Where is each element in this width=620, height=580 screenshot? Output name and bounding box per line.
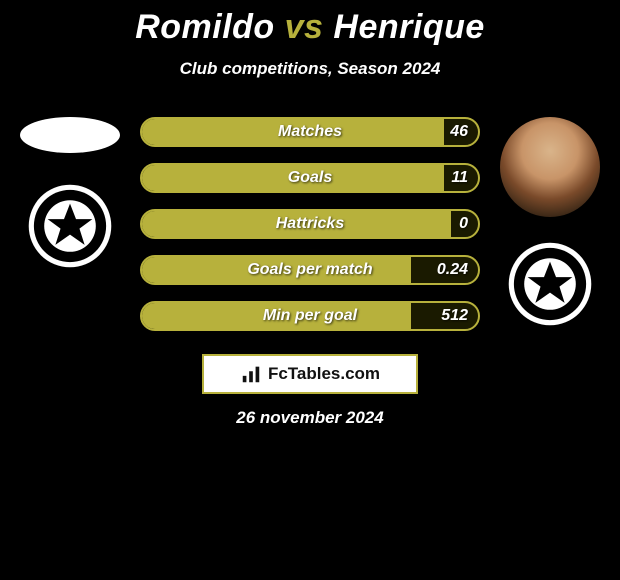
- stat-label: Hattricks: [142, 211, 478, 237]
- page-root: Romildo vs Henrique Club competitions, S…: [0, 0, 620, 580]
- stat-value: 11: [451, 165, 468, 191]
- left-column: [10, 117, 130, 269]
- stat-label: Goals: [142, 165, 478, 191]
- player2-club-badge: [507, 241, 593, 327]
- right-column: [490, 117, 610, 327]
- stat-label: Goals per match: [142, 257, 478, 283]
- player1-name: Romildo: [135, 8, 274, 46]
- date-label: 26 november 2024: [0, 408, 620, 428]
- player1-club-badge: [27, 183, 113, 269]
- club-badge-icon: [27, 183, 113, 269]
- club-badge-icon: [507, 241, 593, 327]
- stat-value: 46: [450, 119, 468, 145]
- page-title: Romildo vs Henrique: [0, 0, 620, 47]
- stat-value: 0: [459, 211, 468, 237]
- stat-label: Matches: [142, 119, 478, 145]
- branding-label: FcTables.com: [268, 364, 380, 384]
- stat-label: Min per goal: [142, 303, 478, 329]
- stat-row: Goals per match0.24: [140, 255, 480, 285]
- player2-name: Henrique: [333, 8, 484, 46]
- player1-avatar: [20, 117, 120, 153]
- bar-chart-icon: [240, 363, 262, 385]
- stat-value: 512: [441, 303, 468, 329]
- branding-box[interactable]: FcTables.com: [202, 354, 418, 394]
- stat-value: 0.24: [437, 257, 468, 283]
- stats-list: Matches46 Goals11 Hattricks0 Goals per matc…: [140, 117, 480, 347]
- stat-row: Hattricks0: [140, 209, 480, 239]
- stat-row: Matches46: [140, 117, 480, 147]
- player2-avatar: [500, 117, 600, 217]
- stat-row: Goals11: [140, 163, 480, 193]
- subtitle: Club competitions, Season 2024: [0, 59, 620, 79]
- vs-separator: vs: [285, 8, 324, 46]
- stat-row: Min per goal512: [140, 301, 480, 331]
